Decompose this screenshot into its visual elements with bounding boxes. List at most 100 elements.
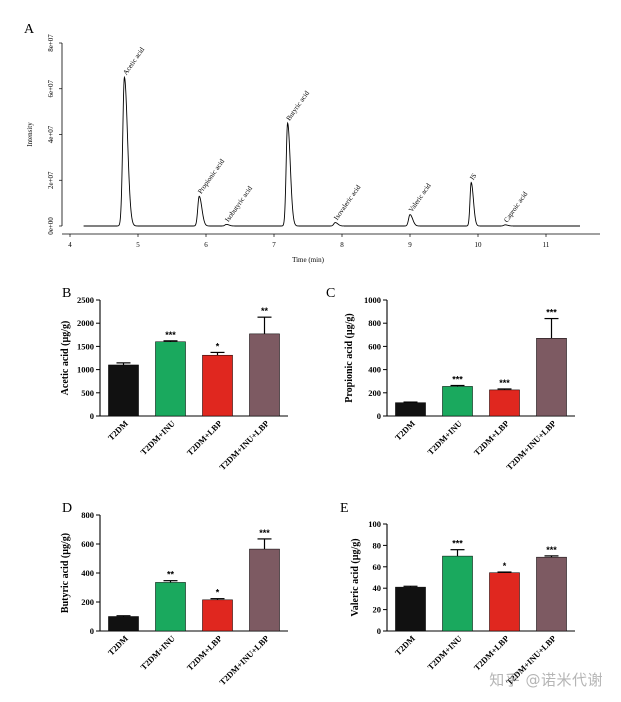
y-tick-label: 600 bbox=[81, 539, 94, 549]
bar-t2dm-inu-lbp bbox=[536, 338, 567, 417]
category-label: T2DM+INU+LBP bbox=[217, 418, 271, 472]
y-tick-label: 8e+07 bbox=[47, 34, 55, 52]
y-tick-label: 0 bbox=[90, 411, 94, 421]
panel-letter-c: C bbox=[326, 286, 335, 301]
y-tick-label: 2e+07 bbox=[47, 171, 55, 189]
category-label: T2DM+INU bbox=[138, 633, 177, 672]
y-axis-title: Intensity bbox=[26, 122, 34, 147]
significance-label: * bbox=[503, 561, 507, 571]
y-tick-label: 6e+07 bbox=[47, 79, 55, 97]
bar-t2dm-inu-lbp bbox=[249, 548, 280, 632]
y-tick-label: 0 bbox=[377, 411, 381, 421]
watermark: 知乎 @诺米代谢 bbox=[489, 671, 603, 689]
significance-label: ** bbox=[261, 306, 269, 316]
y-tick-label: 500 bbox=[81, 388, 94, 398]
category-label: T2DM+INU bbox=[138, 418, 177, 457]
bar-t2dm-inu bbox=[155, 341, 186, 417]
significance-label: * bbox=[216, 588, 220, 598]
x-tick-label: 6 bbox=[204, 241, 208, 249]
significance-label: *** bbox=[546, 545, 557, 555]
category-label: T2DM+INU+LBP bbox=[504, 418, 558, 472]
y-tick-label: 400 bbox=[81, 568, 94, 578]
category-label: T2DM+INU+LBP bbox=[217, 633, 271, 687]
peak-label: Isobutyric acid bbox=[223, 184, 254, 223]
y-tick-label: 2000 bbox=[77, 318, 94, 328]
y-tick-label: 2500 bbox=[77, 295, 94, 305]
category-label: T2DM+INU bbox=[425, 418, 464, 457]
y-tick-label: 60 bbox=[373, 562, 382, 572]
chart-c: C 0 200 400 600 800 1000 Propionic acid (µg/g) T… bbox=[326, 286, 575, 472]
y-tick-label: 100 bbox=[368, 519, 381, 529]
y-tick-label: 0 bbox=[377, 626, 381, 636]
y-tick-label: 4e+07 bbox=[47, 125, 55, 143]
y-tick-label: 800 bbox=[368, 318, 381, 328]
bar-t2dm-inu-lbp bbox=[536, 556, 567, 632]
significance-label: *** bbox=[165, 330, 176, 340]
chart-e: E 0 20 40 60 80 100 Valeric acid (µg/g) T2DM *** T… bbox=[340, 501, 575, 687]
bar-t2dm-lbp bbox=[489, 389, 520, 417]
y-axis-title: Propionic acid (µg/g) bbox=[344, 313, 355, 402]
category-label: T2DM bbox=[393, 633, 417, 657]
y-tick-label: 800 bbox=[81, 510, 94, 520]
peak-label: Caproic acid bbox=[502, 190, 529, 224]
y-tick-label: 0e+00 bbox=[47, 217, 55, 235]
peak-label: IS bbox=[468, 172, 478, 182]
bar-t2dm-lbp bbox=[489, 572, 520, 632]
panel-letter-a: A bbox=[24, 22, 35, 37]
category-label: T2DM+LBP bbox=[472, 418, 511, 457]
y-tick-label: 20 bbox=[373, 605, 382, 615]
significance-label: * bbox=[216, 341, 220, 351]
significance-label: ** bbox=[167, 570, 175, 580]
y-tick-label: 1000 bbox=[77, 365, 94, 375]
category-label: T2DM bbox=[106, 418, 130, 442]
peak-label: Propionic acid bbox=[196, 157, 226, 195]
y-axis-title: Butyric acid (µg/g) bbox=[60, 533, 71, 613]
y-tick-label: 1000 bbox=[364, 295, 381, 305]
category-label: T2DM+INU bbox=[425, 633, 464, 672]
bar-t2dm-lbp bbox=[202, 599, 233, 632]
chart-b: B 0 500 1000 1500 2000 2500 Acetic acid (µg/g) T… bbox=[60, 286, 288, 472]
bar-t2dm-lbp bbox=[202, 354, 233, 417]
x-tick-label: 10 bbox=[475, 241, 483, 249]
category-label: T2DM bbox=[106, 633, 130, 657]
peak-label: Butyric acid bbox=[285, 89, 312, 122]
y-tick-label: 40 bbox=[373, 583, 382, 593]
bar-t2dm bbox=[395, 402, 426, 417]
x-tick-label: 4 bbox=[68, 241, 72, 249]
significance-label: *** bbox=[452, 539, 463, 549]
x-tick-label: 7 bbox=[272, 241, 276, 249]
panel-letter-b: B bbox=[62, 286, 71, 301]
x-tick-label: 5 bbox=[136, 241, 140, 249]
category-label: T2DM bbox=[393, 418, 417, 442]
y-tick-label: 80 bbox=[373, 540, 382, 550]
category-label: T2DM+LBP bbox=[185, 633, 224, 672]
y-tick-label: 0 bbox=[90, 626, 94, 636]
significance-label: *** bbox=[452, 374, 463, 384]
significance-label: *** bbox=[259, 528, 270, 538]
x-axis-title: Time (min) bbox=[292, 256, 324, 264]
y-tick-label: 200 bbox=[81, 597, 94, 607]
bar-t2dm-inu-lbp bbox=[249, 333, 280, 417]
x-tick-label: 8 bbox=[340, 241, 344, 249]
peak-label: Valeric acid bbox=[407, 181, 433, 213]
bar-t2dm bbox=[395, 586, 426, 632]
y-tick-label: 400 bbox=[368, 365, 381, 375]
chromatogram-trace bbox=[83, 75, 580, 227]
y-axis-title: Acetic acid (µg/g) bbox=[60, 321, 71, 396]
bar-t2dm-inu bbox=[155, 582, 186, 632]
bar-t2dm bbox=[108, 364, 139, 417]
panel-letter-d: D bbox=[62, 501, 72, 516]
y-tick-label: 200 bbox=[368, 388, 381, 398]
peak-label: Acetic acid bbox=[121, 46, 146, 77]
chart-d: D 0 200 400 600 800 Butyric acid (µg/g) T2DM ** T… bbox=[60, 501, 288, 687]
bar-t2dm bbox=[108, 616, 139, 632]
y-tick-label: 600 bbox=[368, 341, 381, 351]
significance-label: *** bbox=[546, 308, 557, 318]
x-tick-label: 11 bbox=[543, 241, 550, 249]
category-label: T2DM+LBP bbox=[185, 418, 224, 457]
category-label: T2DM+LBP bbox=[472, 633, 511, 672]
bar-t2dm-inu bbox=[442, 386, 473, 417]
peak-label: Isovaleric acid bbox=[332, 183, 362, 222]
y-tick-label: 1500 bbox=[77, 341, 94, 351]
